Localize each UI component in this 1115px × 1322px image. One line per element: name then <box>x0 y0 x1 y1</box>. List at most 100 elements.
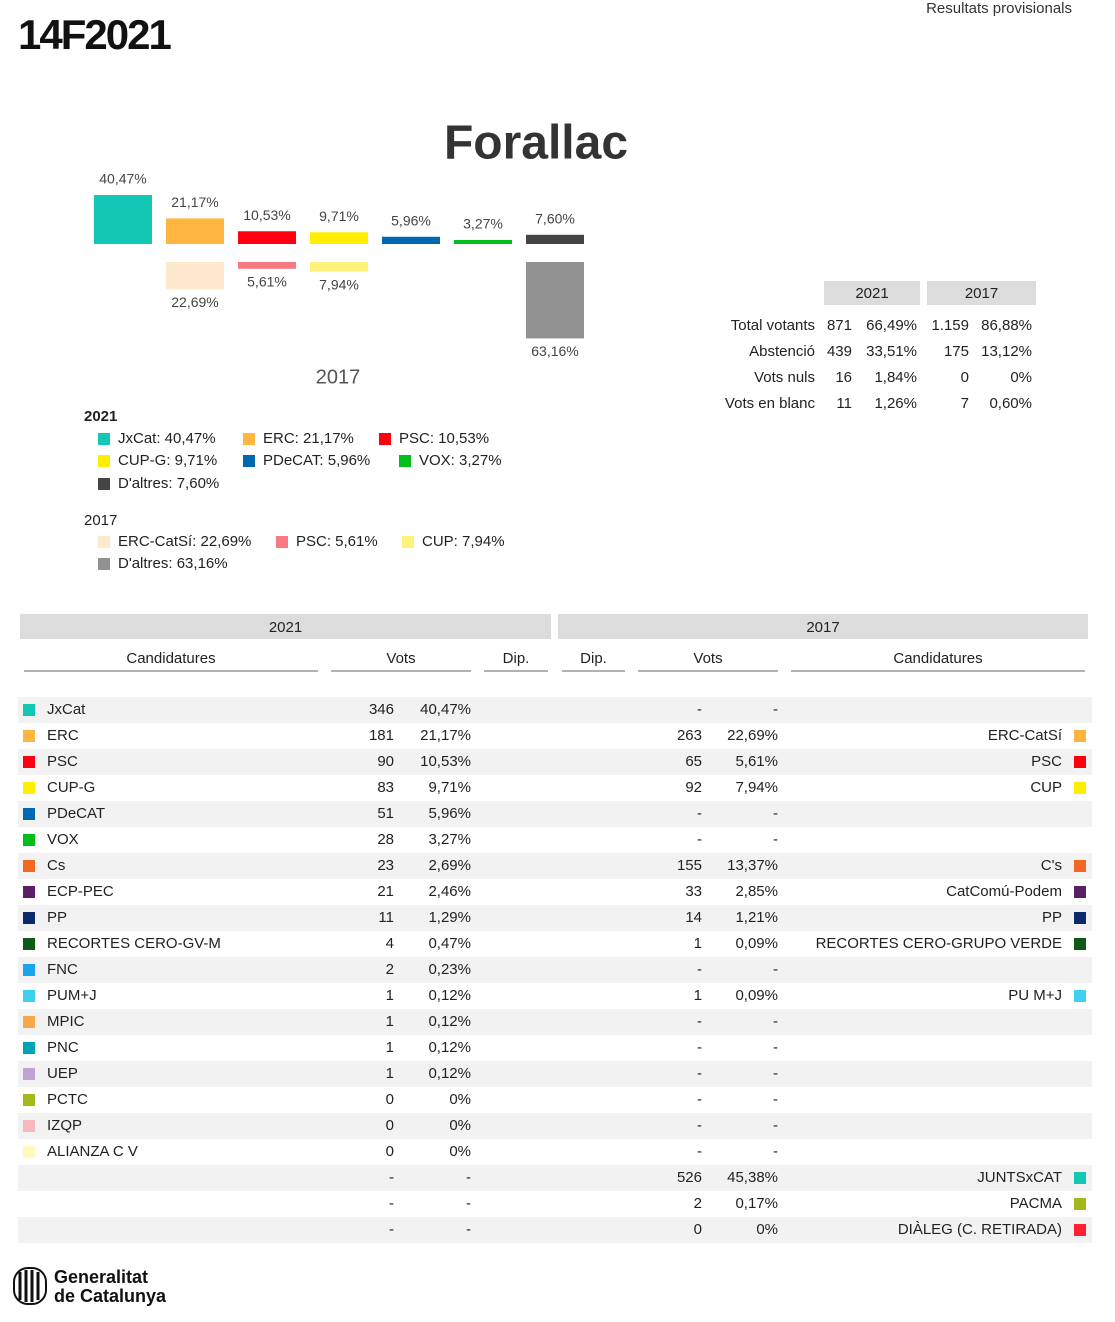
results-header: 2017 <box>806 619 839 636</box>
votes-2017: - <box>697 701 702 718</box>
party-name-2017: CUP <box>1030 779 1062 796</box>
lower-row-label: 2017 <box>316 366 361 388</box>
votes: 1 <box>386 1039 394 1056</box>
party-swatch <box>23 1094 35 1106</box>
party-swatch-2017 <box>1074 1172 1086 1184</box>
legend-label: D'altres: 63,16% <box>118 555 228 572</box>
votes-2017: 155 <box>677 857 702 874</box>
footer-text: de Catalunya <box>54 1286 167 1306</box>
party-name-2017: PSC <box>1031 753 1062 770</box>
party-swatch-2017 <box>1074 860 1086 872</box>
party-swatch <box>23 1068 35 1080</box>
pct: 0,12% <box>428 987 471 1004</box>
party-swatch <box>23 730 35 742</box>
votes-2017: 65 <box>685 753 702 770</box>
pct-2017: - <box>773 701 778 718</box>
row-bg <box>18 801 1092 827</box>
legend-swatch <box>243 433 255 445</box>
logo: 14F2021 <box>18 11 171 58</box>
party-name: PSC <box>47 753 78 770</box>
pct: 2,46% <box>428 883 471 900</box>
votes-2017: 263 <box>677 727 702 744</box>
legend-swatch <box>98 478 110 490</box>
party-name-2017: CatComú-Podem <box>946 883 1062 900</box>
votes: 2 <box>386 961 394 978</box>
party-name: FNC <box>47 961 78 978</box>
votes-2017: 14 <box>685 909 702 926</box>
row-bg <box>18 697 1092 723</box>
pct: 5,96% <box>428 805 471 822</box>
value-label: 21,17% <box>171 194 218 210</box>
votes-2017: - <box>697 961 702 978</box>
legend-swatch <box>98 558 110 570</box>
pct: 40,47% <box>420 701 471 718</box>
votes: - <box>389 1195 394 1212</box>
votes-2017: 0 <box>694 1221 702 1238</box>
party-name: ECP-PEC <box>47 883 114 900</box>
votes: 11 <box>378 909 394 926</box>
party-swatch <box>23 886 35 898</box>
summary-header-bg <box>824 281 920 305</box>
row-bg <box>18 1061 1092 1087</box>
summary-label: Abstenció <box>749 343 815 360</box>
party-name: JxCat <box>47 701 86 718</box>
party-name: IZQP <box>47 1117 82 1134</box>
votes: 0 <box>386 1143 394 1160</box>
value-label: 5,96% <box>391 212 431 228</box>
pct: 9,71% <box>428 779 471 796</box>
footer-text: Generalitat <box>54 1267 148 1287</box>
party-swatch-2017 <box>1074 912 1086 924</box>
party-swatch <box>23 756 35 768</box>
value-label: 10,53% <box>243 207 290 223</box>
party-name-2017: DIÀLEG (C. RETIRADA) <box>898 1221 1062 1238</box>
summary-cell: 66,49% <box>866 317 917 334</box>
party-name-2017: ERC-CatSí <box>988 727 1063 744</box>
party-name: ERC <box>47 727 79 744</box>
pct-2017: 0,09% <box>735 987 778 1004</box>
pct-2017: - <box>773 1065 778 1082</box>
row-bg <box>18 957 1092 983</box>
pct: 0% <box>449 1143 471 1160</box>
party-swatch <box>23 782 35 794</box>
bar <box>310 232 368 244</box>
pct: 0,12% <box>428 1065 471 1082</box>
pct: 0% <box>449 1091 471 1108</box>
summary-label: Vots en blanc <box>725 395 816 412</box>
footer-icon <box>13 1267 47 1305</box>
legend-swatch <box>98 433 110 445</box>
party-swatch <box>23 912 35 924</box>
votes-2017: - <box>697 805 702 822</box>
results-header-bg <box>20 614 551 639</box>
pct: 0,12% <box>428 1013 471 1030</box>
summary-cell: 33,51% <box>866 343 917 360</box>
legend-swatch <box>402 536 414 548</box>
votes-2017: 1 <box>694 935 702 952</box>
party-name: PNC <box>47 1039 79 1056</box>
summary-header: 2017 <box>965 285 998 302</box>
legend-label: CUP-G: 9,71% <box>118 452 217 469</box>
bar <box>526 234 584 244</box>
legend-swatch <box>98 536 110 548</box>
value-label: 3,27% <box>463 216 503 232</box>
party-swatch-2017 <box>1074 756 1086 768</box>
votes: 1 <box>386 1065 394 1082</box>
legend-label: PDeCAT: 5,96% <box>263 452 370 469</box>
votes-2017: - <box>697 1091 702 1108</box>
party-name: UEP <box>47 1065 78 1082</box>
votes: 21 <box>377 883 394 900</box>
party-swatch-2017 <box>1074 938 1086 950</box>
party-swatch <box>23 990 35 1002</box>
votes: 83 <box>377 779 394 796</box>
bar <box>238 231 296 244</box>
legend-label: ERC-CatSí: 22,69% <box>118 533 251 550</box>
pct: 0,23% <box>428 961 471 978</box>
pct-2017: - <box>773 1013 778 1030</box>
party-swatch <box>23 860 35 872</box>
votes: 23 <box>377 857 394 874</box>
party-swatch <box>23 964 35 976</box>
votes-2017: 2 <box>694 1195 702 1212</box>
party-name: MPIC <box>47 1013 85 1030</box>
title: Forallac <box>444 117 628 170</box>
